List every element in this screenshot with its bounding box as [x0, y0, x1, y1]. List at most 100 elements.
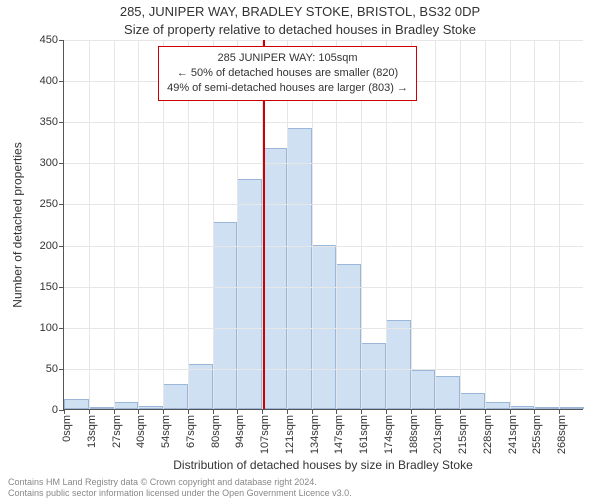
x-tick-label: 67sqm	[185, 415, 197, 448]
x-tick-label: 201sqm	[432, 415, 444, 454]
x-tick	[312, 409, 313, 414]
x-tick	[534, 409, 535, 414]
histogram-bar	[510, 406, 535, 409]
x-tick	[114, 409, 115, 414]
x-tick-label: 215sqm	[457, 415, 469, 454]
attribution-footer: Contains HM Land Registry data © Crown c…	[8, 477, 352, 498]
x-tick-label: 174sqm	[383, 415, 395, 454]
y-tick-label: 300	[40, 157, 58, 169]
x-gridline	[559, 40, 560, 409]
x-tick	[287, 409, 288, 414]
x-tick-label: 188sqm	[408, 415, 420, 454]
histogram-bar	[237, 179, 262, 409]
histogram-bar	[213, 222, 238, 409]
x-tick-label: 94sqm	[234, 415, 246, 448]
x-tick-label: 161sqm	[358, 415, 370, 454]
y-tick	[59, 246, 64, 247]
histogram-bar	[188, 364, 213, 409]
x-gridline	[435, 40, 436, 409]
x-tick-label: 54sqm	[160, 415, 172, 448]
chart-container: 285, JUNIPER WAY, BRADLEY STOKE, BRISTOL…	[0, 0, 600, 500]
x-tick	[411, 409, 412, 414]
histogram-bar	[411, 370, 436, 409]
x-axis-title: Distribution of detached houses by size …	[63, 458, 583, 472]
histogram-bar	[114, 402, 139, 409]
attribution-line2: Contains public sector information licen…	[8, 488, 352, 498]
x-tick-label: 27sqm	[111, 415, 123, 448]
y-tick	[59, 40, 64, 41]
x-tick	[213, 409, 214, 414]
histogram-bar	[64, 399, 89, 409]
y-tick	[59, 328, 64, 329]
y-gridline	[64, 122, 583, 123]
y-tick-label: 400	[40, 75, 58, 87]
y-tick	[59, 287, 64, 288]
y-gridline	[64, 369, 583, 370]
annotation-line: 285 JUNIPER WAY: 105sqm	[167, 51, 408, 66]
x-tick-label: 255sqm	[531, 415, 543, 454]
x-gridline	[114, 40, 115, 409]
x-tick	[435, 409, 436, 414]
x-tick-label: 13sqm	[86, 415, 98, 448]
annotation-line: ← 50% of detached houses are smaller (82…	[167, 66, 408, 81]
histogram-bar	[559, 407, 584, 409]
y-axis-title: Number of detached properties	[10, 40, 26, 410]
x-tick-label: 134sqm	[309, 415, 321, 454]
y-gridline	[64, 246, 583, 247]
y-tick	[59, 204, 64, 205]
x-gridline	[510, 40, 511, 409]
y-tick-label: 250	[40, 198, 58, 210]
y-tick	[59, 369, 64, 370]
x-gridline	[138, 40, 139, 409]
x-tick	[460, 409, 461, 414]
histogram-bar	[138, 406, 163, 409]
histogram-bar	[163, 384, 188, 409]
y-gridline	[64, 287, 583, 288]
y-gridline	[64, 328, 583, 329]
y-tick-label: 450	[40, 34, 58, 46]
y-tick	[59, 81, 64, 82]
x-tick-label: 147sqm	[333, 415, 345, 454]
x-tick-label: 268sqm	[556, 415, 568, 454]
x-gridline	[485, 40, 486, 409]
histogram-bar	[460, 393, 485, 409]
x-tick-label: 107sqm	[259, 415, 271, 454]
x-tick	[188, 409, 189, 414]
x-gridline	[460, 40, 461, 409]
histogram-bar	[534, 407, 559, 409]
x-tick	[485, 409, 486, 414]
annotation-box: 285 JUNIPER WAY: 105sqm← 50% of detached…	[158, 46, 417, 101]
attribution-line1: Contains HM Land Registry data © Crown c…	[8, 477, 352, 487]
y-tick-label: 100	[40, 322, 58, 334]
histogram-bar	[361, 343, 386, 409]
x-tick	[361, 409, 362, 414]
y-tick-label: 150	[40, 281, 58, 293]
histogram-bar	[435, 376, 460, 409]
y-tick	[59, 163, 64, 164]
annotation-line: 49% of semi-detached houses are larger (…	[167, 81, 408, 96]
y-tick-label: 200	[40, 240, 58, 252]
y-tick-label: 50	[46, 363, 58, 375]
x-tick	[89, 409, 90, 414]
x-tick	[163, 409, 164, 414]
y-gridline	[64, 40, 583, 41]
x-tick	[138, 409, 139, 414]
histogram-bar	[89, 407, 114, 409]
x-tick	[262, 409, 263, 414]
y-tick-label: 350	[40, 116, 58, 128]
x-tick	[559, 409, 560, 414]
chart-title-line2: Size of property relative to detached ho…	[0, 22, 600, 37]
x-tick-label: 0sqm	[61, 415, 73, 442]
x-tick	[336, 409, 337, 414]
x-gridline	[89, 40, 90, 409]
y-tick-label: 0	[52, 404, 58, 416]
x-tick-label: 40sqm	[135, 415, 147, 448]
y-gridline	[64, 204, 583, 205]
x-tick	[386, 409, 387, 414]
x-gridline	[534, 40, 535, 409]
y-tick	[59, 122, 64, 123]
x-tick	[64, 409, 65, 414]
histogram-bar	[485, 402, 510, 409]
histogram-bar	[386, 320, 411, 409]
x-tick	[237, 409, 238, 414]
